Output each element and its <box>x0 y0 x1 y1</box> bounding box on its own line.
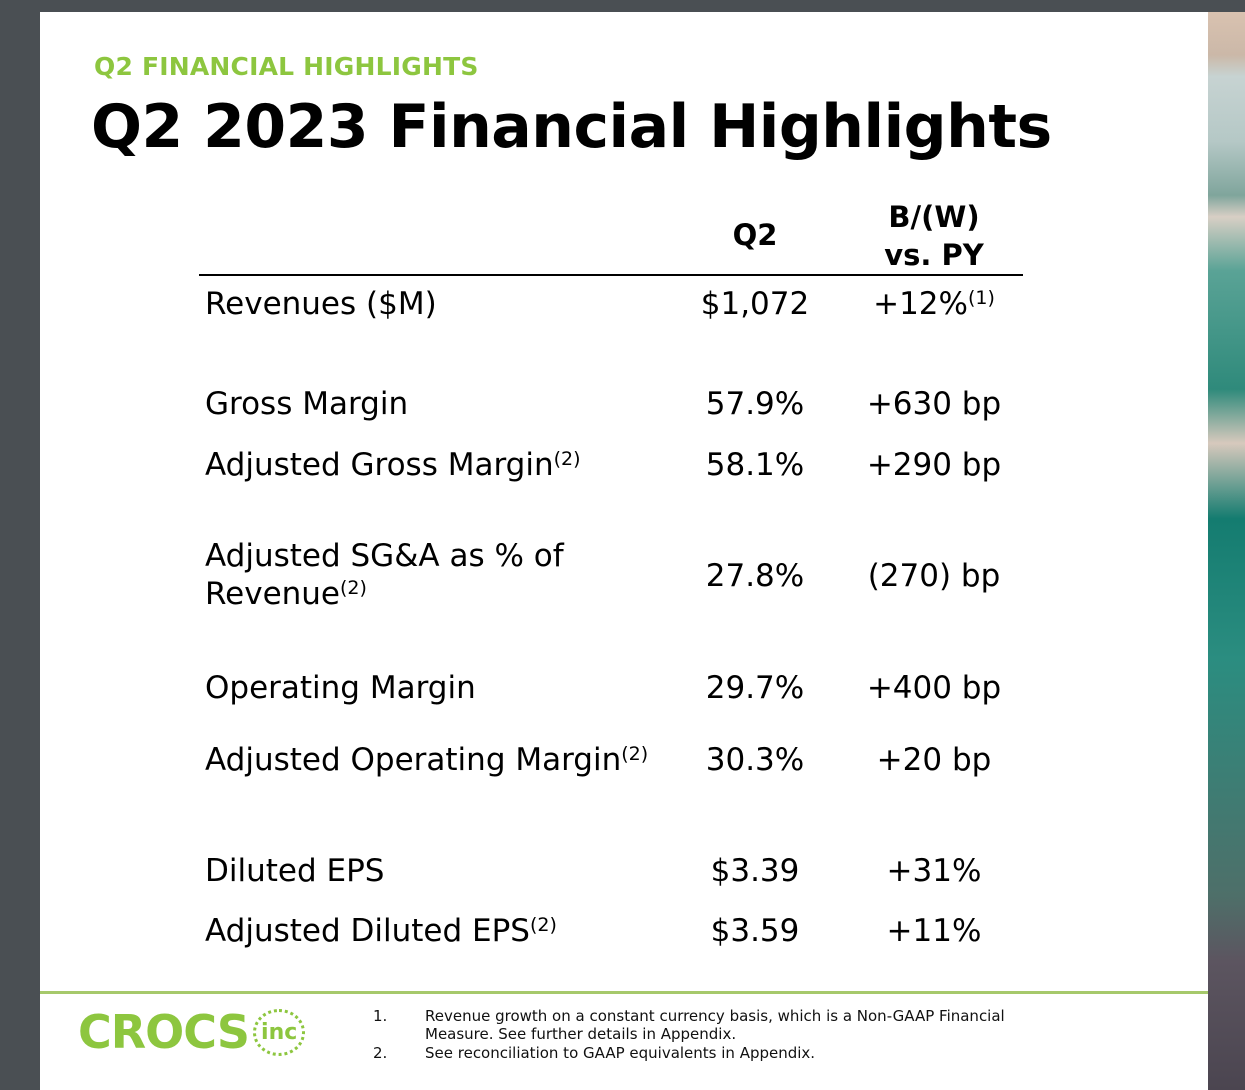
q2-value: 30.3% <box>705 742 805 778</box>
row-label: Diluted EPS <box>205 853 385 889</box>
q2-value: 27.8% <box>705 558 805 594</box>
q2-value: $3.59 <box>710 913 800 949</box>
footnote-text: Measure. See further details in Appendix… <box>425 1025 737 1043</box>
logo-inc: inc <box>253 1008 306 1056</box>
bw-value: +400 bp <box>866 670 1002 706</box>
footnote-ref: (1) <box>967 287 995 309</box>
crocs-logo: CROCS inc <box>78 1005 306 1059</box>
bw-value: +630 bp <box>866 386 1002 422</box>
bw-value: +20 bp <box>876 742 992 778</box>
footnote-ref: (2) <box>529 914 557 936</box>
header-rule <box>199 274 1023 276</box>
q2-value: 58.1% <box>705 447 805 483</box>
footnote-ref: (2) <box>340 577 367 599</box>
header-line: vs. PY <box>884 238 984 272</box>
slide <box>40 12 1208 1090</box>
footnote-ref: (2) <box>621 743 649 765</box>
row-label: Operating Margin <box>205 670 476 706</box>
q2-value: 29.7% <box>705 670 805 706</box>
bw-value: +290 bp <box>866 447 1002 483</box>
row-label: Adjusted Gross Margin <box>205 447 554 483</box>
bw-value: +12% <box>873 286 968 322</box>
bw-value: +11% <box>886 913 982 949</box>
bw-value: (270) bp <box>867 558 1001 594</box>
row-label: Adjusted Diluted EPS <box>205 913 530 949</box>
row-label: Revenues ($M) <box>205 286 437 322</box>
footnote-number: 1. <box>373 1007 388 1025</box>
footnote-2: See reconciliation to GAAP equivalents i… <box>425 1044 816 1062</box>
footnote-text: Revenue growth on a constant currency ba… <box>425 1007 1005 1025</box>
logo-wordmark: CROCS <box>78 1005 250 1059</box>
footer-divider <box>40 991 1208 994</box>
q2-value: $1,072 <box>700 286 810 322</box>
photo-edge <box>1208 12 1245 1090</box>
row-label: Adjusted Operating Margin <box>205 742 622 778</box>
footnote-number: 2. <box>373 1044 388 1062</box>
q2-value: $3.39 <box>710 853 800 889</box>
column-header-bw: B/(W) vs. PY <box>850 198 1018 274</box>
header-line: B/(W) <box>888 200 980 234</box>
footnote-ref: (2) <box>553 448 581 470</box>
section-kicker: Q2 FINANCIAL HIGHLIGHTS <box>94 52 479 81</box>
row-label: Gross Margin <box>205 386 409 422</box>
footnote-1: Revenue growth on a constant currency ba… <box>425 1007 1005 1043</box>
row-label: Adjusted SG&A as % of <box>205 538 564 574</box>
column-header-q2: Q2 <box>732 218 778 252</box>
row-label: Revenue <box>205 576 341 612</box>
q2-value: 57.9% <box>705 386 805 422</box>
page-title: Q2 2023 Financial Highlights <box>91 92 1052 162</box>
bw-value: +31% <box>886 853 982 889</box>
